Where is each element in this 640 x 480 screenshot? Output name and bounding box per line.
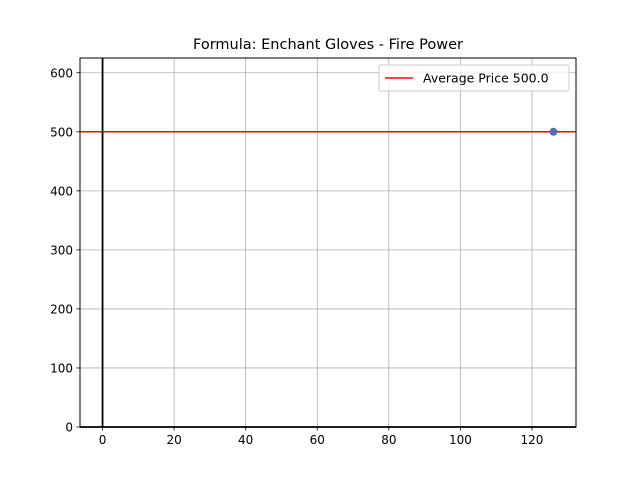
x-tick-label: 80 — [381, 433, 396, 447]
y-tick-label: 100 — [50, 361, 73, 375]
plot-frame — [79, 57, 577, 428]
x-tick-label: 120 — [521, 433, 544, 447]
legend: Average Price 500.0 — [378, 64, 570, 92]
y-tick-label: 400 — [50, 184, 73, 198]
y-tick-label: 600 — [50, 66, 73, 80]
x-tick-label: 40 — [238, 433, 253, 447]
y-tick-label: 300 — [50, 243, 73, 257]
y-axis: 0 100 200 300 400 500 600 — [50, 66, 80, 435]
x-tick-label: 20 — [166, 433, 181, 447]
y-tick-label: 0 — [65, 421, 73, 435]
x-axis: 0 20 40 60 80 100 120 — [99, 427, 544, 447]
legend-box — [378, 64, 570, 92]
chart-title: Formula: Enchant Gloves - Fire Power — [193, 37, 463, 53]
reference-lines — [80, 58, 576, 428]
data-point — [549, 127, 558, 136]
x-tick-label: 0 — [99, 433, 107, 447]
grid — [80, 58, 576, 428]
legend-label: Average Price 500.0 — [423, 71, 549, 86]
y-tick-label: 500 — [50, 125, 73, 139]
x-tick-label: 60 — [310, 433, 325, 447]
x-tick-label: 100 — [449, 433, 472, 447]
y-tick-label: 200 — [50, 302, 73, 316]
data-points — [549, 127, 558, 136]
